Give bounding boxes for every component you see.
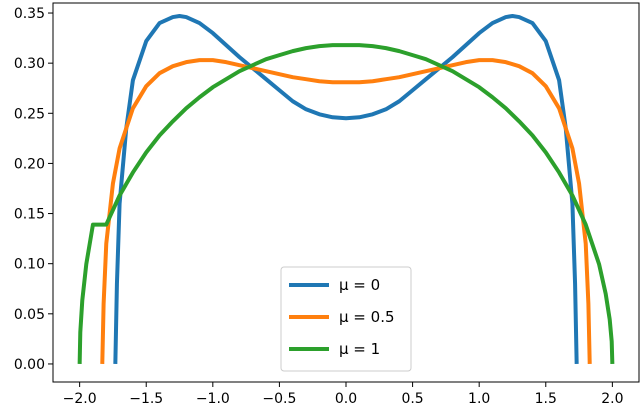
y-axis: 0.00 0.05 0.10 0.15 0.20 0.25 0.30 0.35 [14,6,53,373]
legend: μ = 0 μ = 0.5 μ = 1 [280,266,412,372]
y-tick-label: 0.10 [14,257,45,273]
y-tick-label: 0.20 [14,156,45,172]
x-tick-label: −1.0 [196,391,230,407]
y-tick-label: 0.35 [14,6,45,22]
x-tick-label: 0.5 [401,391,423,407]
y-tick-label: 0.15 [14,207,45,223]
legend-label: μ = 0.5 [339,308,395,326]
x-tick-label: −2.0 [63,391,97,407]
series-line-1 [113,14,579,364]
x-tick-label: −0.5 [262,391,296,407]
legend-label: μ = 0 [339,276,380,294]
series-line-2 [100,58,592,364]
legend-label: μ = 1 [339,340,380,358]
x-axis: −2.0 −1.5 −1.0 −0.5 0.0 0.5 1.0 1.5 2.0 [63,382,623,407]
x-tick-label: 1.0 [468,391,490,407]
x-tick-label: 0.0 [335,391,357,407]
y-tick-label: 0.25 [14,106,45,122]
y-tick-label: 0.05 [14,307,45,323]
x-tick-label: 2.0 [601,391,623,407]
y-tick-label: 0.00 [14,357,45,373]
legend-box [280,266,412,372]
y-tick-label: 0.30 [14,56,45,72]
series-line-3 [77,43,615,365]
x-tick-label: −1.5 [129,391,163,407]
series-lines [77,14,615,365]
x-tick-label: 1.5 [535,391,557,407]
